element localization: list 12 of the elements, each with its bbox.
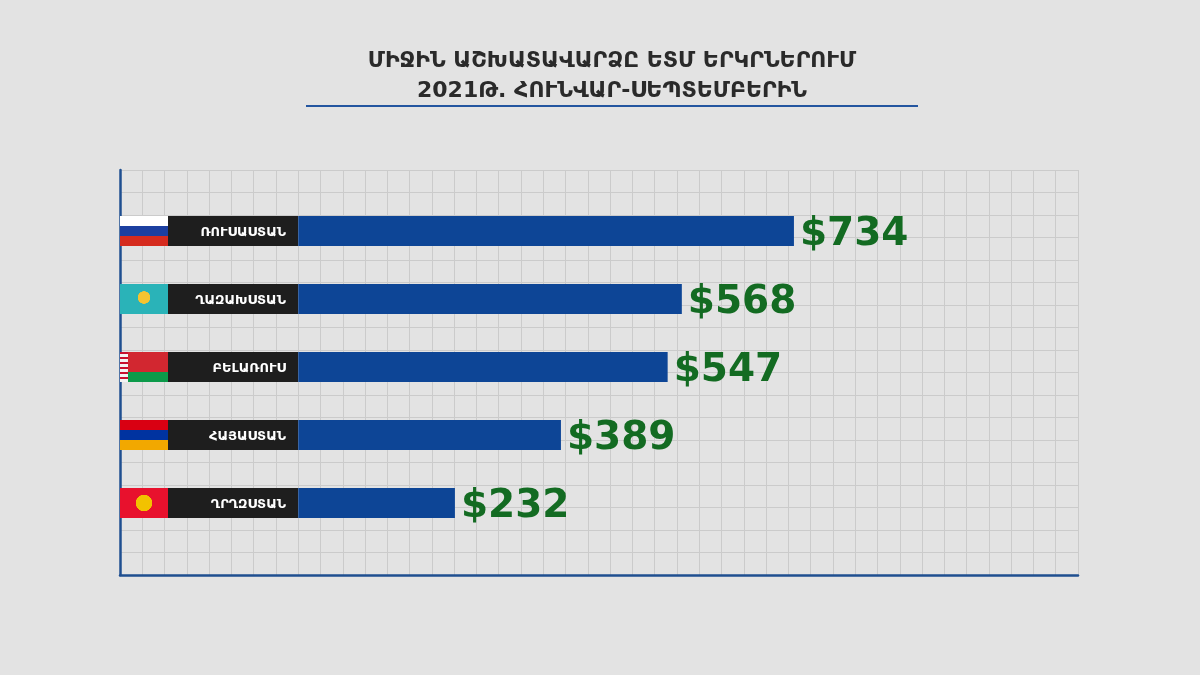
- chart-title: ՄԻՋԻՆ ԱՇԽԱՏԱՎԱՐՁԸ ԵՏՄ ԵՐԿՐՆԵՐՈՒՄ: [366, 46, 858, 74]
- chart-subtitle: 2021Թ. ՀՈՒՆՎԱՐ-ՍԵՊՏԵՄԲԵՐԻՆ: [415, 76, 809, 104]
- y-tick-label: ԲԵԼԱՌՈՒՍ: [212, 359, 287, 375]
- y-tick-label: ՌՈՒՍԱՍՏԱՆ: [200, 223, 287, 239]
- data-label: $389: [566, 412, 676, 458]
- y-tick-label: ՂՐՂԶՍՏԱՆ: [210, 495, 287, 511]
- data-label: $232: [460, 480, 570, 526]
- data-label: $734: [799, 208, 909, 254]
- data-label: $568: [687, 276, 797, 322]
- data-label: $547: [673, 344, 783, 390]
- y-tick-label: ՂԱԶԱԽՍՏԱՆ: [195, 291, 287, 307]
- y-tick-label: ՀԱՅԱՍՏԱՆ: [209, 427, 287, 443]
